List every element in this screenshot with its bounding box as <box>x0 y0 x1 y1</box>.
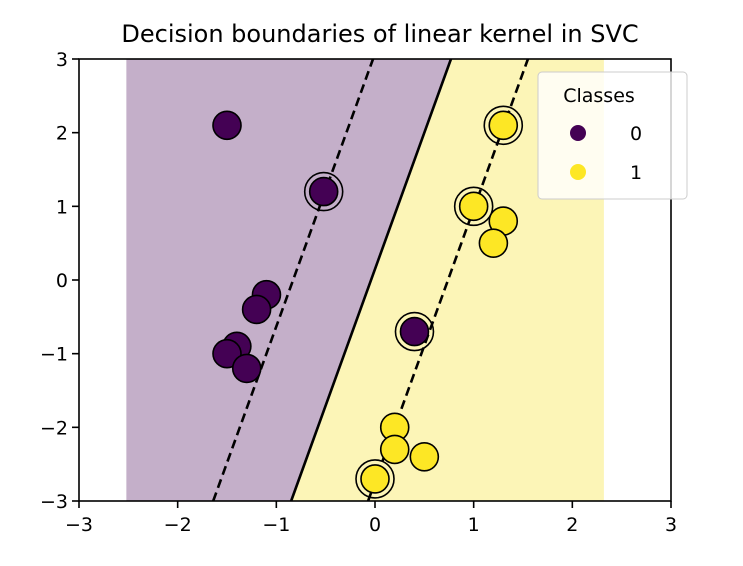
data-point-class-1-5 <box>379 434 410 465</box>
legend-marker-0 <box>570 125 586 141</box>
data-point-class-0-5 <box>212 338 242 369</box>
data-point-class-0-3 <box>241 294 272 325</box>
margin-line-0 <box>211 58 375 502</box>
legend-label-0: 0 <box>630 123 642 145</box>
y-tick-label-4: 1 <box>56 196 68 218</box>
x-tick-label-0: −3 <box>65 514 93 536</box>
decision-region-class-1 <box>291 59 604 501</box>
y-tick-label-1: −2 <box>40 417 68 439</box>
y-tick-label-6: 3 <box>56 49 68 71</box>
y-tick-label-2: −1 <box>40 344 68 366</box>
legend: Classes 0 1 <box>537 71 688 200</box>
x-tick-label-4: 1 <box>468 514 480 536</box>
x-tick-label-6: 3 <box>665 514 677 536</box>
x-tick-label-2: −1 <box>262 514 290 536</box>
y-tick-label-5: 2 <box>56 123 68 145</box>
decision-region-class-0 <box>126 59 451 501</box>
data-point-class-1-1 <box>458 191 489 222</box>
x-tick-label-3: 0 <box>369 514 381 536</box>
data-point-class-0-1 <box>308 176 339 207</box>
plot-area: −3 −2 −1 0 1 2 3 −3 −2 −1 0 1 2 3 <box>40 49 677 536</box>
data-point-class-0-6 <box>231 353 262 384</box>
chart-title: Decision boundaries of linear kernel in … <box>121 20 638 48</box>
data-point-class-0-0 <box>212 110 242 141</box>
data-point-class-0-7 <box>399 316 430 347</box>
legend-marker-1 <box>570 164 586 180</box>
legend-label-1: 1 <box>630 162 642 184</box>
decision-boundary-line <box>289 58 453 502</box>
data-point-class-1-3 <box>478 228 509 258</box>
y-tick-label-3: 0 <box>56 270 68 292</box>
data-point-class-1-0 <box>488 110 519 141</box>
support-vector-ring-2 <box>453 186 494 227</box>
data-point-class-1-6 <box>409 441 440 472</box>
x-tick-label-5: 2 <box>566 514 578 536</box>
x-tick-label-1: −2 <box>164 514 192 536</box>
data-point-class-1-7 <box>360 464 390 494</box>
support-vector-ring-3 <box>394 311 435 352</box>
support-vector-ring-0 <box>483 105 524 146</box>
support-vector-ring-1 <box>303 171 344 212</box>
support-vector-ring-4 <box>355 459 395 499</box>
legend-title: Classes <box>563 85 635 107</box>
y-tick-label-0: −3 <box>40 491 68 513</box>
